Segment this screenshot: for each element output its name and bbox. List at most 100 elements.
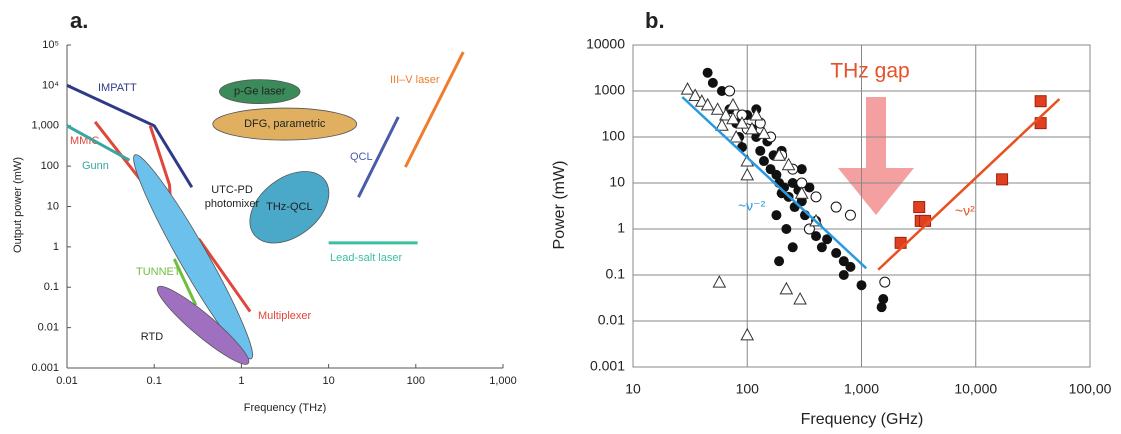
y-tick-label: 100 [41,160,59,172]
x-tick-label: 1,000 [844,381,879,397]
y-axis-label: Power (mW) [551,161,568,250]
annotation: THz gap [830,60,909,83]
point [845,261,856,272]
point [771,210,782,221]
point [712,275,727,288]
point [724,85,736,97]
y-tick-label: 0.01 [38,322,59,334]
point [758,156,769,167]
point [803,223,815,235]
point [796,164,807,175]
fit-line [681,96,868,270]
panel-label: a. [70,8,88,33]
region-label: DFG, parametric [244,118,326,130]
y-tick-label: 10 [609,174,625,190]
line [172,258,198,306]
series-label: ~ν² [955,203,975,219]
series-label: III–V laser [390,74,440,86]
line [404,51,465,168]
point [856,280,867,291]
series-label: ~ν⁻² [738,198,766,214]
x-tick-label: 10 [625,381,641,397]
y-tick-label: 10 [47,200,59,212]
x-tick-label: 10 [322,375,334,387]
y-tick-label: 1 [617,220,625,236]
x-tick-label: 100,00 [1069,381,1112,397]
y-tick-label: 0.01 [598,312,625,328]
y-tick-label: 0.1 [606,266,626,282]
y-tick-label: 1 [53,241,59,253]
series-label: TUNNET [136,266,181,278]
panel-a: a. Frequency (THz) Output power (mW) 0.0… [12,8,517,414]
point [830,201,842,213]
gap-arrow [838,97,914,215]
point [751,132,762,142]
point [729,129,744,143]
point [811,231,822,242]
point [771,169,782,180]
point [680,82,695,95]
point [726,111,740,125]
fit-line [877,98,1061,271]
y-tick-label: 10000 [586,36,625,52]
point [779,281,794,295]
line [357,116,400,198]
point [1034,95,1047,108]
line [66,84,194,189]
point [772,148,786,161]
point [879,276,891,288]
point [735,116,749,129]
line [66,124,131,162]
x-axis-label: Frequency (GHz) [801,411,924,428]
y-tick-label: 0.001 [31,362,59,374]
y-tick-label: 10⁴ [42,79,59,91]
region [219,79,301,105]
point [838,256,849,267]
point [844,209,856,221]
point [702,67,713,78]
y-tick-label: 10⁵ [42,39,59,51]
point [838,270,849,280]
point [816,242,827,253]
y-axis-label: Output power (mW) [12,157,24,253]
point [688,88,703,101]
point [781,157,796,171]
point [787,242,798,253]
panel-b: b. Frequency (GHz) Power (mW) THz gap 0.… [551,8,1111,428]
region-label: p-Ge laser [234,86,286,98]
point [755,145,766,156]
x-tick-label: 1 [238,375,244,387]
series-label: IMPATT [98,82,137,94]
region [212,107,358,141]
point [700,97,715,111]
point [822,234,833,245]
point [774,256,785,267]
region [156,285,250,365]
point [740,167,755,181]
point [831,248,842,259]
y-tick-label: 0.1 [44,281,59,293]
point [757,126,771,139]
x-axis-label: Frequency (THz) [244,402,327,414]
y-tick-label: 1000 [594,82,625,98]
x-tick-label: 100 [736,381,760,397]
region [249,171,330,244]
region [133,154,253,360]
point [745,121,759,135]
series-label: Lead-salt laser [330,252,402,264]
point [726,97,740,111]
x-tick-label: 10,000 [954,381,997,397]
y-tick-label: 0.001 [590,358,625,374]
region-label: THz-QCL [266,201,312,213]
point [787,178,798,188]
point [876,302,887,313]
y-tick-label: 100 [602,128,626,144]
point [793,292,807,305]
point [719,108,733,121]
point [996,173,1009,186]
point [740,327,755,341]
region-label: UTC-PD photomixer [205,184,260,210]
x-tick-label: 1,000 [489,375,517,387]
panel-label: b. [645,8,665,33]
point [715,118,729,131]
